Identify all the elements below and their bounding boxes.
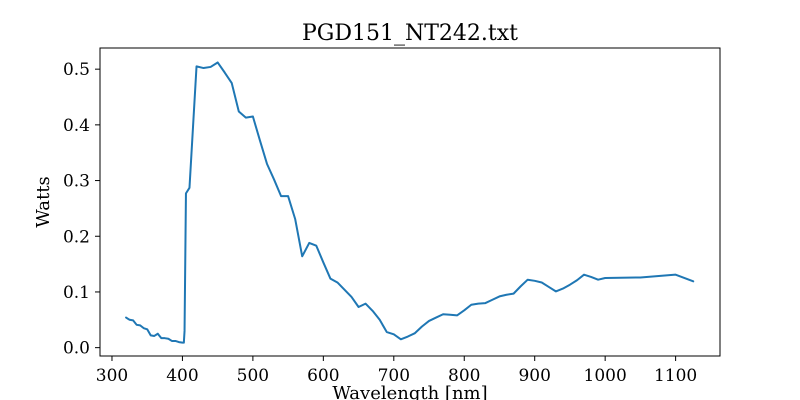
series-line xyxy=(125,61,695,344)
y-tick-label: 0.0 xyxy=(63,339,90,359)
x-tick-label: 800 xyxy=(448,366,480,386)
x-tick-label: 600 xyxy=(307,366,339,386)
x-tick-label: 500 xyxy=(237,366,269,386)
y-tick-label: 0.4 xyxy=(63,116,90,136)
x-axis-ticks: 300 400 500 600 700 800 900 1000 1100 xyxy=(96,356,697,386)
chart-title: PGD151_NT242.txt xyxy=(302,21,518,46)
y-tick-label: 0.5 xyxy=(63,60,90,80)
y-axis-label: Watts xyxy=(33,176,54,227)
plot-series-group xyxy=(125,61,695,344)
y-tick-label: 0.1 xyxy=(63,283,90,303)
x-tick-label: 700 xyxy=(378,366,410,386)
x-tick-label: 900 xyxy=(518,366,550,386)
x-tick-label: 1000 xyxy=(584,366,627,386)
y-axis-ticks: 0.0 0.1 0.2 0.3 0.4 0.5 xyxy=(63,60,100,359)
x-axis-label: Wavelength [nm] xyxy=(332,383,487,400)
plot-area-frame xyxy=(99,47,721,357)
y-tick-label: 0.2 xyxy=(63,227,90,247)
x-tick-label: 1100 xyxy=(654,366,697,386)
y-tick-label: 0.3 xyxy=(63,172,90,192)
x-tick-label: 400 xyxy=(166,366,198,386)
x-tick-label: 300 xyxy=(96,366,128,386)
